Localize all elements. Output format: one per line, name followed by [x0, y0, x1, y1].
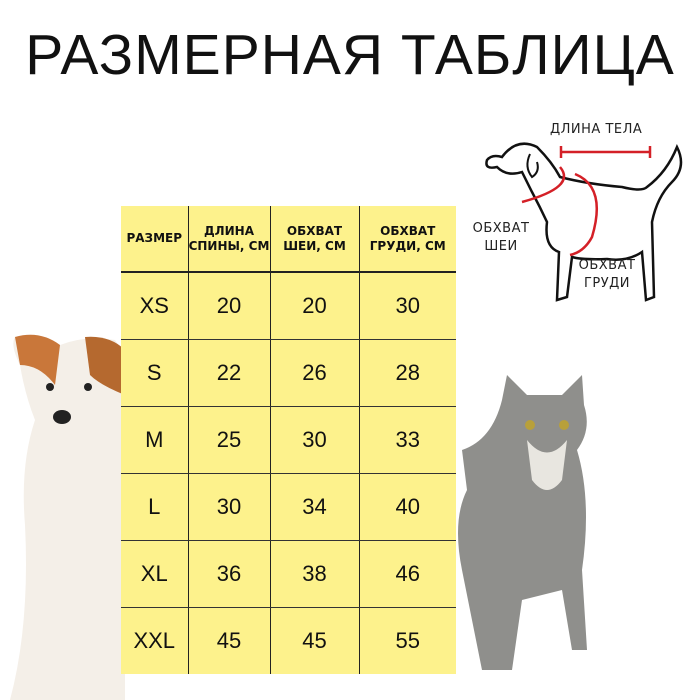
cell: 38: [269, 540, 359, 608]
cell: XXL: [133, 628, 176, 653]
cell: S: [121, 339, 188, 407]
cell: 28: [358, 339, 456, 407]
column-header: ДЛИНА СПИНЫ, СМ: [187, 206, 270, 273]
table-row: M 25 30 33: [121, 406, 456, 474]
table-row: S 22 26 28: [121, 339, 456, 407]
cell: 34: [269, 473, 359, 541]
cell: 22: [187, 339, 270, 407]
cell: 30: [269, 406, 359, 474]
cell: 36: [187, 540, 270, 608]
cell: 20: [269, 272, 359, 340]
table-header-row: РАЗМЕР ДЛИНА СПИНЫ, СМ ОБХВАТ ШЕИ, СМ ОБ…: [121, 206, 456, 273]
dog-photo: [10, 334, 125, 700]
table-row: XXL 45 45 55: [121, 607, 456, 674]
column-header: РАЗМЕР: [121, 206, 188, 273]
table-row: XS 20 20 30: [121, 272, 456, 340]
cell: M: [121, 406, 188, 474]
size-table: РАЗМЕР ДЛИНА СПИНЫ, СМ ОБХВАТ ШЕИ, СМ ОБ…: [121, 206, 456, 674]
table-row: XL 36 38 46: [121, 540, 456, 608]
cell: 20: [187, 272, 270, 340]
cell: L: [121, 473, 188, 541]
cell: XL: [121, 540, 188, 608]
body-length-label: ДЛИНА ТЕЛА: [550, 122, 643, 137]
cell: 55: [358, 607, 456, 674]
cell: 30: [187, 473, 270, 541]
cell: XS: [121, 272, 188, 340]
column-header: ОБХВАТ ШЕИ, СМ: [269, 206, 359, 273]
page-title: РАЗМЕРНАЯ ТАБЛИЦА: [25, 23, 675, 87]
cell: 33: [358, 406, 456, 474]
neck-girth-label: ОБХВАТ ШЕИ: [472, 221, 530, 254]
dog-outline-icon: [485, 142, 683, 302]
cat-photo: [458, 375, 587, 670]
cell: 45: [269, 607, 359, 674]
cell: 40: [358, 473, 456, 541]
column-header: ОБХВАТ ГРУДИ, СМ: [358, 206, 456, 273]
cell: 26: [269, 339, 359, 407]
cell: 46: [358, 540, 456, 608]
measurement-diagram: ДЛИНА ТЕЛА ОБХВАТ ШЕИ ОБХВАТ ГРУДИ: [462, 112, 700, 320]
cell: 25: [187, 406, 270, 474]
table-row: L 30 34 40: [121, 473, 456, 541]
chest-girth-label: ОБХВАТ ГРУДИ: [578, 258, 636, 291]
cell: 30: [358, 272, 456, 340]
cell: 45: [187, 607, 270, 674]
